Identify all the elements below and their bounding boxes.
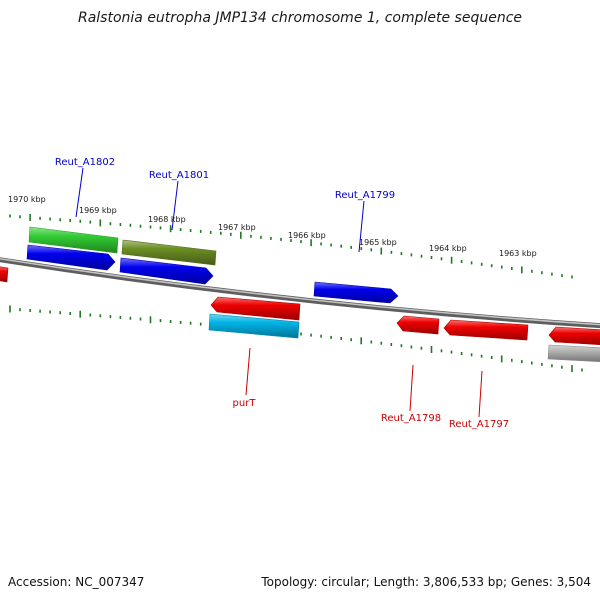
- gene-reverse-red-3[interactable]: [443, 319, 529, 341]
- gene-label-reut-a1802[interactable]: Reut_A1802: [55, 157, 115, 168]
- kbp-label-1969: 1969 kbp: [79, 206, 117, 215]
- gene-label-leaders: [75, 167, 483, 418]
- kbp-label-1967: 1967 kbp: [218, 223, 256, 232]
- gene-forward-green[interactable]: [28, 226, 119, 254]
- gene-features: [0, 226, 600, 363]
- gene-label-reut-a1798[interactable]: Reut_A1798: [381, 413, 441, 424]
- gene-reverse-gray[interactable]: [547, 344, 600, 363]
- gene-forward-blue-3[interactable]: [313, 281, 399, 304]
- gene-reverse-red-1[interactable]: [210, 296, 301, 321]
- accession-text: Accession: NC_007347: [8, 575, 144, 589]
- gene-label-reut-a1801[interactable]: Reut_A1801: [149, 170, 209, 181]
- gene-forward-blue-2[interactable]: [119, 257, 214, 285]
- gene-reverse-cyan[interactable]: [208, 313, 300, 339]
- gene-reverse-red-edge[interactable]: [0, 266, 9, 283]
- gene-label-reut-a1797[interactable]: Reut_A1797: [449, 419, 509, 430]
- gene-reverse-red-4[interactable]: [548, 326, 600, 346]
- forward-scale-ticks: [9, 214, 573, 279]
- kbp-labels: 1970 kbp 1969 kbp 1968 kbp 1967 kbp 1966…: [8, 195, 537, 258]
- kbp-label-1963: 1963 kbp: [499, 249, 537, 258]
- kbp-label-1965: 1965 kbp: [359, 238, 397, 247]
- genome-summary-text: Topology: circular; Length: 3,806,533 bp…: [260, 575, 591, 589]
- kbp-label-1968: 1968 kbp: [148, 215, 186, 224]
- kbp-label-1964: 1964 kbp: [429, 244, 467, 253]
- map-title: Ralstonia eutropha JMP134 chromosome 1, …: [78, 10, 522, 26]
- gene-reverse-red-2[interactable]: [396, 315, 440, 335]
- kbp-label-1966: 1966 kbp: [288, 231, 326, 240]
- chromosome-backbone: [0, 257, 600, 329]
- gene-labels: Reut_A1802 Reut_A1801 Reut_A1799 purT Re…: [55, 157, 509, 430]
- gene-forward-olive[interactable]: [121, 239, 217, 266]
- gene-forward-blue-1[interactable]: [26, 244, 116, 271]
- gene-label-reut-a1799[interactable]: Reut_A1799: [335, 190, 395, 201]
- kbp-label-1970: 1970 kbp: [8, 195, 46, 204]
- gene-label-purt[interactable]: purT: [233, 398, 257, 409]
